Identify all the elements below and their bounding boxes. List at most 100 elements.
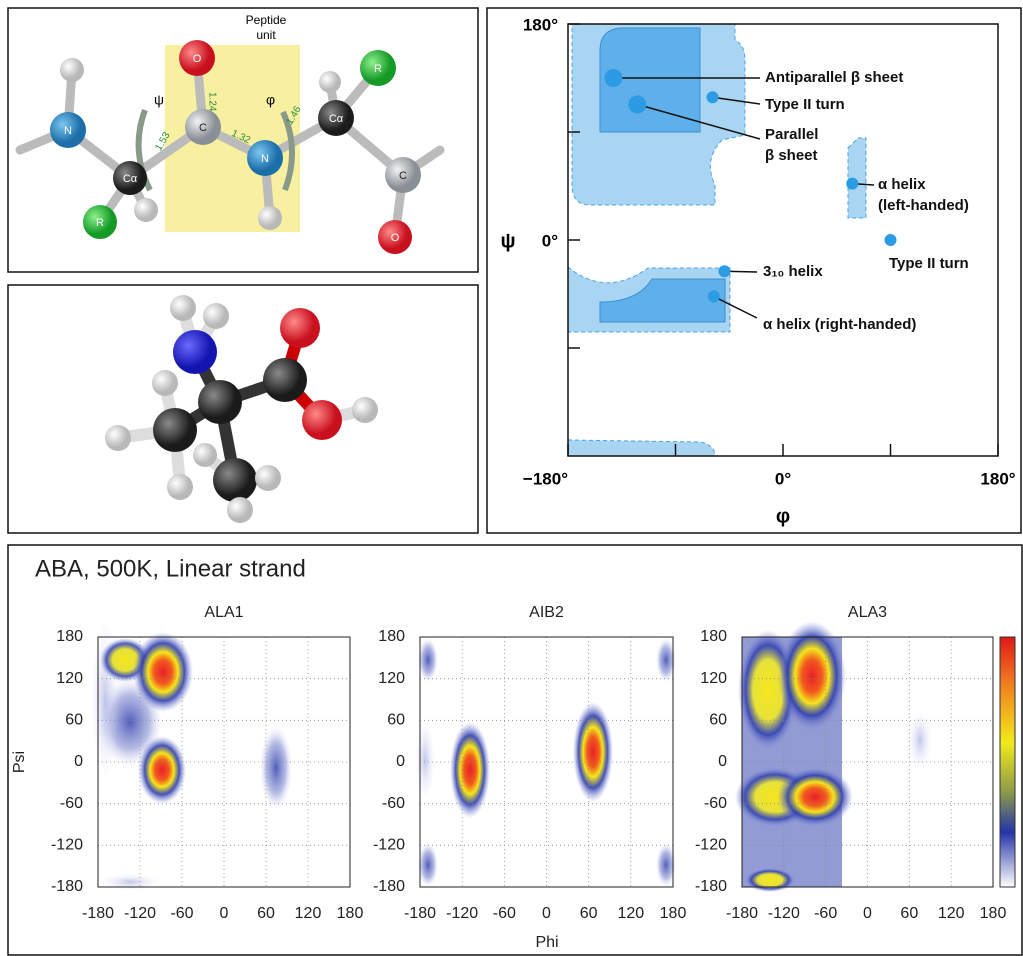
- x-tick-label: 60: [900, 905, 918, 922]
- angle-label: ψ: [154, 92, 164, 108]
- y-tick-label: 0: [396, 753, 405, 770]
- atom-label: Cα: [329, 113, 344, 125]
- y-tick-label: -180: [373, 878, 405, 895]
- molecule-panel: [8, 285, 478, 533]
- y-tick-label: 0: [718, 753, 727, 770]
- x-tick-label: 120: [617, 905, 644, 922]
- x-tick-label: 0°: [775, 469, 791, 488]
- density-ala3: [735, 621, 932, 892]
- y-axis-label: Psi: [11, 751, 28, 773]
- y-tick-label: 60: [387, 712, 405, 729]
- h-atom: [134, 198, 158, 222]
- x-tick-label: -60: [170, 905, 193, 922]
- atom-label: O: [193, 53, 202, 65]
- bond-length: 1.24: [206, 92, 217, 112]
- point-label: α helix: [878, 176, 926, 193]
- y-tick-label: 120: [700, 670, 727, 687]
- x-tick-label: -60: [814, 905, 837, 922]
- allowed-region: [568, 440, 715, 456]
- y-tick-label: -60: [382, 795, 405, 812]
- point: [708, 290, 720, 302]
- y-tick-label: 180: [56, 628, 83, 645]
- point: [707, 91, 719, 103]
- point-label: Type II turn: [889, 255, 969, 272]
- y-tick-label: 120: [56, 670, 83, 687]
- density-ala1: [91, 620, 292, 890]
- y-tick-label: 180: [700, 628, 727, 645]
- x-tick-label: -60: [493, 905, 516, 922]
- x-tick-label: 120: [295, 905, 322, 922]
- point-label: α helix (right-handed): [763, 316, 916, 333]
- peptide-title: Peptide: [246, 13, 287, 27]
- y-tick-label: 180°: [523, 15, 558, 34]
- x-tick-label: 120: [938, 905, 965, 922]
- atom-label: Cα: [123, 173, 138, 185]
- point-label: Type II turn: [765, 96, 845, 113]
- atom-label: C: [399, 170, 407, 182]
- x-tick-label: −180°: [523, 469, 568, 488]
- atom-label: O: [391, 232, 400, 244]
- y-tick-label: 60: [65, 712, 83, 729]
- x-axis-label: Phi: [535, 934, 558, 951]
- figure-title: ABA, 500K, Linear strand: [35, 555, 306, 582]
- atom-label: R: [374, 63, 382, 75]
- peptide-panel: Peptide unit: [8, 8, 478, 272]
- atom-label: N: [64, 125, 72, 137]
- point: [604, 69, 622, 87]
- subplot-title: ALA1: [204, 604, 243, 621]
- peptide-title: unit: [256, 28, 276, 42]
- x-tick-label: -120: [446, 905, 478, 922]
- page-body: Peptide unit: [0, 0, 1023, 956]
- h-atom: [60, 58, 84, 82]
- x-tick-label: 60: [580, 905, 598, 922]
- point: [628, 95, 646, 113]
- point-label: β sheet: [765, 147, 818, 164]
- density-aib2: [415, 638, 676, 887]
- atom-label: R: [96, 217, 104, 229]
- point: [846, 178, 858, 190]
- point: [718, 265, 730, 277]
- h-atom: [319, 71, 341, 93]
- colorbar: [1000, 637, 1015, 887]
- y-tick-label: -120: [695, 837, 727, 854]
- y-tick-label: -180: [695, 878, 727, 895]
- x-axis-label: φ: [776, 505, 790, 527]
- y-tick-label: -120: [51, 837, 83, 854]
- x-tick-label: -120: [124, 905, 156, 922]
- y-tick-label: -120: [373, 837, 405, 854]
- h-atom: [258, 206, 282, 230]
- point-label: 3₁₀ helix: [763, 263, 823, 280]
- x-tick-label: 60: [257, 905, 275, 922]
- y-tick-label: 0°: [542, 231, 558, 250]
- y-tick-label: 120: [378, 670, 405, 687]
- x-tick-label: 0: [863, 905, 872, 922]
- x-tick-label: 180: [337, 905, 364, 922]
- x-tick-label: -120: [768, 905, 800, 922]
- atom-label: N: [261, 153, 269, 165]
- y-tick-label: 180: [378, 628, 405, 645]
- y-axis-label: ψ: [500, 230, 515, 252]
- y-tick-label: -60: [704, 795, 727, 812]
- point-label: Parallel: [765, 126, 818, 143]
- angle-label: φ: [266, 92, 275, 108]
- x-tick-label: -180: [404, 905, 436, 922]
- y-tick-label: -60: [60, 795, 83, 812]
- point: [885, 234, 897, 246]
- point-label: Antiparallel β sheet: [765, 69, 903, 86]
- x-tick-label: 0: [220, 905, 229, 922]
- x-tick-label: 180: [980, 905, 1007, 922]
- x-tick-label: -180: [82, 905, 114, 922]
- y-tick-label: -180: [51, 878, 83, 895]
- x-tick-label: 0: [542, 905, 551, 922]
- x-tick-label: 180°: [980, 469, 1015, 488]
- figure: Peptide unit: [0, 0, 1023, 956]
- subplot-title: AIB2: [529, 604, 564, 621]
- atom-label: C: [199, 122, 207, 134]
- x-tick-label: -180: [726, 905, 758, 922]
- point-label: (left-handed): [878, 197, 969, 214]
- x-tick-label: 180: [660, 905, 687, 922]
- subplot-title: ALA3: [848, 604, 887, 621]
- page: Peptide geometry and Ramachandran plots …: [0, 0, 1023, 956]
- y-tick-label: 60: [709, 712, 727, 729]
- y-tick-label: 0: [74, 753, 83, 770]
